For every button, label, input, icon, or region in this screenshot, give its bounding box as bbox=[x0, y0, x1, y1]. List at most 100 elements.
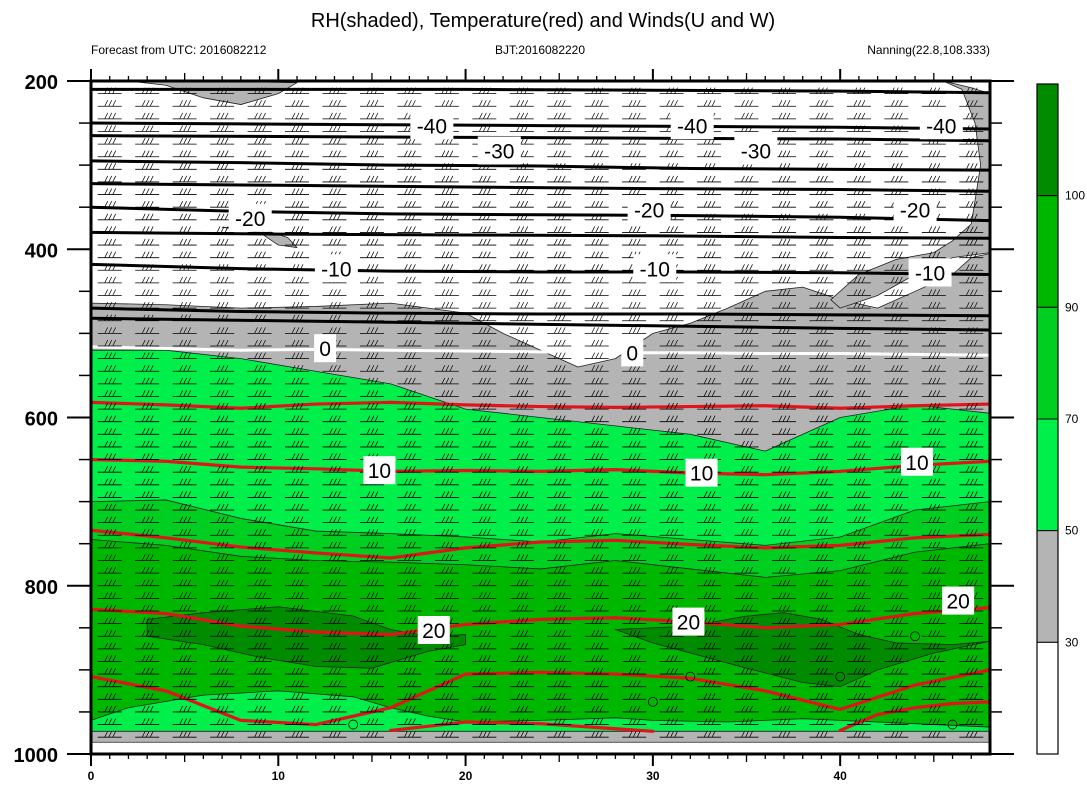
wind-barb-13-8 bbox=[397, 238, 422, 246]
wind-barb-feather-b bbox=[220, 238, 225, 246]
wind-barb-1-17 bbox=[734, 87, 759, 95]
wind-barb-2-23 bbox=[959, 100, 984, 107]
wind-barb-feather-b bbox=[482, 125, 487, 132]
wind-barb-feather-c bbox=[786, 213, 791, 220]
wind-barb-6-7 bbox=[359, 150, 384, 158]
wind-barb-feather-c bbox=[861, 201, 866, 208]
wind-barb-feather-b bbox=[145, 175, 150, 183]
wind-barb-feather-b bbox=[632, 137, 637, 145]
wind-barb-feather-b bbox=[295, 238, 300, 246]
wind-barb-feather-b bbox=[557, 213, 562, 220]
wind-barb-12-7 bbox=[359, 226, 384, 233]
wind-barb-12-2 bbox=[172, 226, 197, 233]
wind-barb-10-20 bbox=[846, 201, 871, 208]
wind-barb-feather-a bbox=[553, 100, 558, 107]
wind-barb-feather-c bbox=[599, 213, 604, 220]
wind-barb-feather-c bbox=[486, 188, 491, 195]
wind-barb-feather-c bbox=[486, 175, 491, 183]
wind-barb-feather-a bbox=[816, 87, 820, 94]
wind-barb-14-21 bbox=[884, 251, 909, 259]
wind-barb-11-16 bbox=[697, 213, 722, 221]
wind-barb-feather-b bbox=[333, 238, 337, 246]
wind-barb-feather-a bbox=[891, 125, 895, 132]
wind-barb-feather-b bbox=[183, 213, 187, 220]
wind-barb-9-13 bbox=[584, 188, 609, 195]
wind-barb-feather-a bbox=[104, 213, 109, 220]
wind-barb-feather-c bbox=[749, 188, 753, 195]
wind-barb-12-19 bbox=[809, 226, 834, 233]
wind-barb-feather-b bbox=[295, 264, 300, 271]
wind-barb-feather-a bbox=[965, 238, 970, 246]
wind-barb-feather-a bbox=[141, 251, 146, 258]
wind-barb-3-4 bbox=[247, 112, 272, 120]
wind-barb-16-19 bbox=[809, 276, 834, 284]
wind-barb-16-23 bbox=[959, 276, 984, 284]
wind-barb-5-19 bbox=[809, 137, 834, 145]
wind-barb-feather-a bbox=[703, 175, 708, 183]
wind-barb-feather-c bbox=[299, 226, 304, 233]
wind-barb-4-17 bbox=[734, 125, 759, 132]
wind-barb-17-0 bbox=[97, 289, 122, 296]
wind-barb-feather-a bbox=[891, 251, 895, 258]
wind-barb-feather-b bbox=[445, 100, 450, 107]
wind-barb-feather-b bbox=[557, 251, 562, 258]
wind-barb-feather-c bbox=[749, 238, 753, 246]
wind-barb-8-8 bbox=[397, 175, 422, 183]
wind-barb-feather-a bbox=[441, 163, 446, 170]
wind-barb-feather-c bbox=[824, 226, 828, 233]
wind-barb-feather-a bbox=[366, 112, 371, 120]
wind-barb-feather-c bbox=[524, 137, 529, 145]
wind-barb-feather-c bbox=[337, 87, 341, 94]
wind-barb-feather-b bbox=[220, 289, 225, 296]
wind-barb-feather-b bbox=[857, 137, 862, 145]
wind-barb-feather-b bbox=[145, 125, 150, 132]
wind-barb-feather-a bbox=[741, 264, 745, 271]
wind-barb-3-7 bbox=[359, 112, 384, 120]
wind-barb-4-13 bbox=[584, 125, 609, 132]
wind-barb-feather-a bbox=[366, 150, 371, 157]
wind-barb-feather-c bbox=[899, 188, 903, 195]
wind-barb-feather-c bbox=[824, 100, 828, 107]
wind-barb-14-19 bbox=[809, 251, 834, 259]
wind-barb-feather-a bbox=[104, 112, 109, 120]
wind-barb-feather-c bbox=[861, 226, 866, 233]
wind-barb-feather-a bbox=[254, 251, 258, 258]
wind-barb-feather-c bbox=[936, 150, 941, 157]
wind-barb-15-19 bbox=[809, 264, 834, 271]
wind-barb-7-21 bbox=[884, 163, 909, 170]
wind-barb-feather-c bbox=[486, 213, 491, 220]
wind-barb-feather-a bbox=[928, 238, 933, 246]
wind-barb-feather-a bbox=[778, 276, 783, 284]
wind-barb-feather-a bbox=[291, 201, 296, 208]
wind-barb-feather-b bbox=[969, 276, 974, 284]
wind-barb-feather-c bbox=[973, 100, 978, 107]
wind-barb-feather-c bbox=[262, 276, 266, 284]
wind-barb-feather-a bbox=[366, 175, 371, 183]
wind-barb-feather-c bbox=[786, 251, 791, 258]
wind-barb-1-19 bbox=[809, 87, 834, 95]
wind-barb-feather-b bbox=[745, 87, 749, 94]
wind-barb-feather-c bbox=[561, 188, 566, 195]
wind-barb-feather-c bbox=[486, 201, 491, 208]
wind-barb-16-13 bbox=[584, 276, 609, 284]
wind-barb-feather-b bbox=[557, 150, 562, 157]
wind-barb-feather-c bbox=[524, 87, 529, 94]
wind-barb-feather-b bbox=[782, 264, 787, 271]
wind-barb-8-0 bbox=[97, 175, 122, 183]
wind-barb-feather-c bbox=[899, 150, 903, 157]
wind-barb-16-17 bbox=[734, 276, 759, 284]
wind-barb-feather-b bbox=[520, 238, 525, 246]
wind-barb-feather-a bbox=[891, 175, 895, 183]
wind-barb-feather-b bbox=[445, 238, 450, 246]
wind-barb-feather-b bbox=[258, 289, 262, 296]
wind-barb-8-14 bbox=[622, 175, 647, 183]
wind-barb-feather-b bbox=[445, 213, 450, 220]
wind-barb-feather-b bbox=[333, 137, 337, 145]
wind-barb-feather-b bbox=[932, 100, 937, 107]
wind-barb-14-1 bbox=[135, 251, 160, 259]
wind-barb-15-2 bbox=[172, 264, 197, 271]
wind-barb-feather-a bbox=[666, 226, 670, 233]
wind-barb-feather-c bbox=[561, 276, 566, 284]
wind-barb-feather-c bbox=[973, 125, 978, 132]
wind-barb-feather-c bbox=[187, 289, 191, 296]
